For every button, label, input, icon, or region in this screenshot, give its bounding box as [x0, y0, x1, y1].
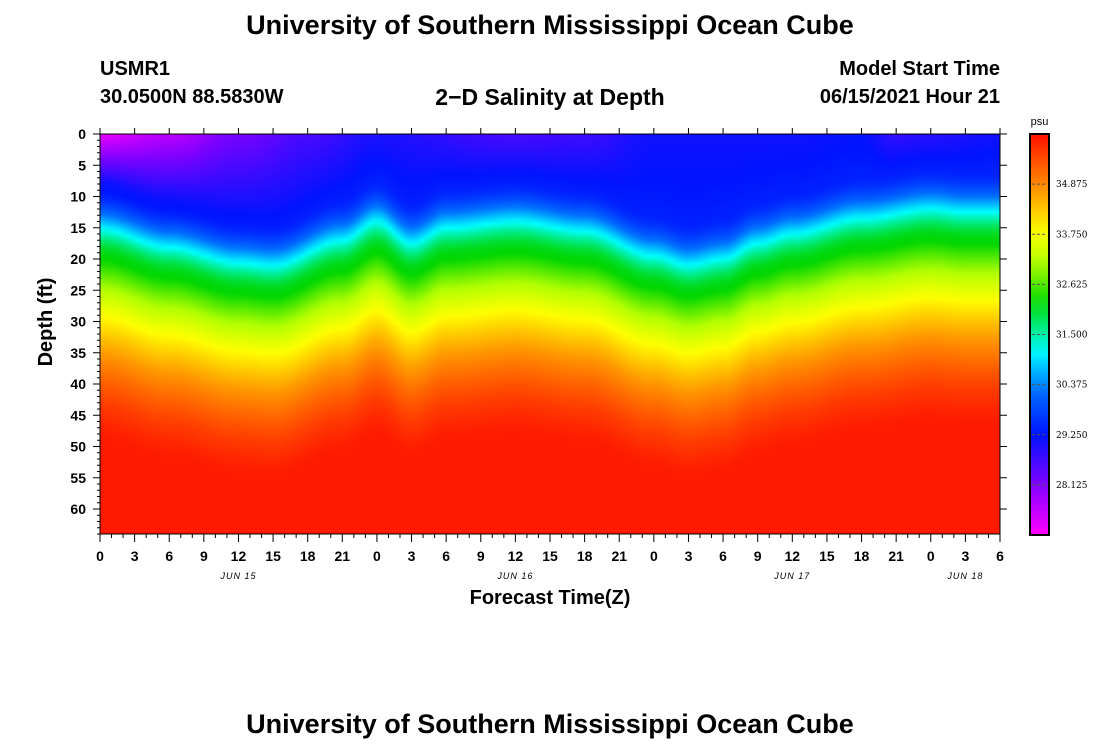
- x-tick-label: 0: [927, 548, 935, 564]
- x-tick-label: 18: [300, 548, 316, 564]
- chart-title: 2−D Salinity at Depth: [435, 84, 665, 110]
- x-tick-label: 3: [961, 548, 969, 564]
- x-tick-label: 6: [442, 548, 450, 564]
- x-tick-label: 15: [819, 548, 835, 564]
- x-tick-label: 12: [785, 548, 801, 564]
- x-tick-label: 18: [854, 548, 870, 564]
- date-label: JUN 15: [219, 571, 256, 581]
- date-label: JUN 16: [496, 571, 533, 581]
- date-label: JUN 17: [773, 571, 810, 581]
- date-label: JUN 18: [946, 571, 983, 581]
- y-axis-label: Depth (ft): [35, 278, 57, 367]
- x-tick-label: 0: [650, 548, 658, 564]
- y-tick-label: 60: [70, 501, 86, 517]
- x-tick-label: 6: [165, 548, 173, 564]
- x-tick-label: 9: [477, 548, 485, 564]
- y-tick-label: 30: [70, 314, 86, 330]
- footer-title: University of Southern Mississippi Ocean…: [246, 709, 854, 739]
- colorbar-unit: psu: [1031, 116, 1049, 128]
- colorbar-tick-label: 28.125: [1056, 481, 1088, 491]
- x-tick-label: 15: [265, 548, 281, 564]
- y-tick-label: 20: [70, 251, 86, 267]
- x-tick-label: 9: [754, 548, 762, 564]
- x-tick-label: 6: [719, 548, 727, 564]
- colorbar-tick-label: 34.875: [1056, 180, 1088, 190]
- y-tick-label: 0: [78, 126, 86, 142]
- x-tick-label: 15: [542, 548, 558, 564]
- x-tick-label: 21: [888, 548, 904, 564]
- x-tick-label: 12: [231, 548, 247, 564]
- y-tick-label: 35: [70, 345, 86, 361]
- y-tick-label: 40: [70, 376, 86, 392]
- y-tick-label: 50: [70, 439, 86, 455]
- y-tick-label: 55: [70, 470, 86, 486]
- x-tick-label: 3: [131, 548, 139, 564]
- x-tick-label: 12: [508, 548, 524, 564]
- x-tick-label: 21: [611, 548, 627, 564]
- y-tick-label: 25: [70, 282, 86, 298]
- x-tick-label: 0: [96, 548, 104, 564]
- salinity-heatmap: [100, 134, 1000, 534]
- colorbar-tick-label: 29.250: [1056, 431, 1088, 441]
- colorbar-tick-label: 30.375: [1056, 381, 1088, 391]
- model-start-label: Model Start Time: [839, 58, 1000, 80]
- y-tick-label: 15: [70, 220, 86, 236]
- x-tick-label: 3: [685, 548, 693, 564]
- colorbar-tick-label: 32.625: [1056, 280, 1088, 290]
- y-tick-label: 10: [70, 189, 86, 205]
- x-tick-label: 0: [373, 548, 381, 564]
- x-axis-label: Forecast Time(Z): [470, 587, 631, 609]
- page-title: University of Southern Mississippi Ocean…: [246, 10, 854, 40]
- y-tick-label: 45: [70, 407, 86, 423]
- model-start-value: 06/15/2021 Hour 21: [819, 86, 1000, 108]
- x-tick-label: 6: [996, 548, 1004, 564]
- colorbar-tick-label: 33.750: [1056, 230, 1088, 240]
- x-tick-label: 3: [408, 548, 416, 564]
- colorbar-tick-label: 31.500: [1056, 331, 1088, 341]
- x-tick-label: 9: [200, 548, 208, 564]
- x-tick-label: 18: [577, 548, 593, 564]
- x-tick-label: 21: [335, 548, 351, 564]
- station-id: USMR1: [100, 58, 171, 80]
- y-tick-label: 5: [78, 157, 86, 173]
- station-coordinates: 30.0500N 88.5830W: [100, 86, 284, 108]
